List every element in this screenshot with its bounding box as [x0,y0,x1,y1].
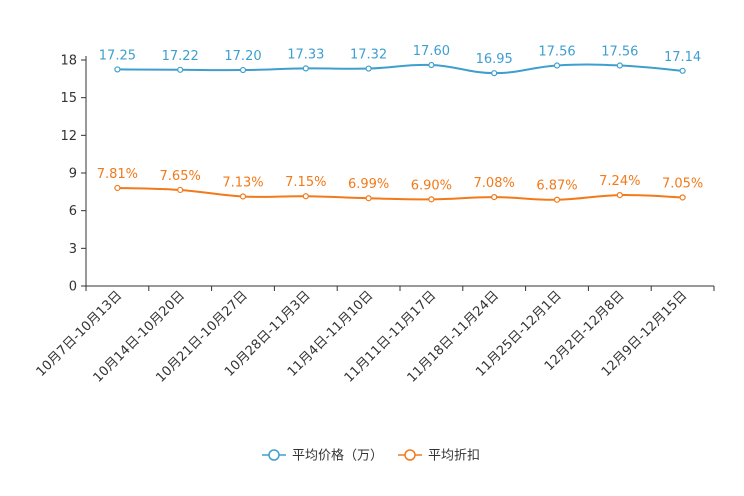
chart-series: 17.25 17.22 17.20 17.33 17.32 17.60 16.95 17.56… [97,44,703,203]
data-label: 17.14 [664,50,701,65]
data-point [616,62,623,69]
data-label: 17.33 [287,47,324,62]
legend-item-average-price[interactable]: 平均价格（万） [262,448,383,464]
series-line [117,63,683,75]
data-point [491,70,498,77]
data-label: 6.90% [411,178,452,193]
data-label: 7.81% [97,167,138,182]
data-label: 17.56 [601,45,638,60]
series-average-discount: 7.81% 7.65% 7.13% 7.15% 6.99% 6.90% 7.08% 6.87%… [97,167,703,203]
data-point [365,195,372,202]
y-tick-label: 3 [69,242,77,257]
data-point [114,184,121,192]
y-tick-label: 15 [60,91,77,106]
data-label: 7.05% [662,176,703,191]
y-tick-label: 12 [60,129,77,144]
y-tick-label: 9 [69,167,77,182]
data-point [491,194,498,201]
data-label: 17.22 [162,49,199,64]
data-label: 17.32 [350,48,387,63]
data-label: 17.56 [538,45,575,60]
data-label: 17.20 [224,49,261,64]
data-point [553,62,561,69]
data-label: 6.87% [536,179,577,194]
data-label: 16.95 [476,52,513,67]
data-point [239,193,247,200]
legend-label: 平均折扣 [428,449,480,464]
data-point [616,191,623,199]
y-tick-label: 0 [69,280,77,295]
data-point [177,186,184,194]
data-point [302,193,309,200]
data-point [553,196,561,203]
legend-marker-icon [268,449,280,461]
data-label: 7.24% [599,174,640,189]
data-point [302,65,309,72]
data-point [114,66,121,73]
data-label: 7.65% [160,169,201,184]
y-tick-label: 18 [60,54,77,69]
data-label: 7.15% [285,175,326,190]
data-point [679,67,686,74]
legend-marker-icon [404,449,416,461]
y-tick-label: 6 [69,204,77,219]
data-label: 17.25 [99,48,136,63]
data-point [239,66,247,74]
data-label: 17.60 [413,44,450,59]
data-point [428,196,435,203]
data-label: 7.13% [222,175,263,190]
legend-label: 平均价格（万） [292,448,383,464]
data-point [679,194,686,201]
chart-axes: 036912151810月7日-10月13日10月14日-10月20日10月21… [34,54,715,386]
data-label: 7.08% [474,176,515,191]
data-point [428,61,435,69]
chart-legend[interactable]: 平均价格（万） 平均折扣 [262,448,480,464]
series-average-price: 17.25 17.22 17.20 17.33 17.32 17.60 16.95 17.56… [99,44,701,77]
data-point [365,65,372,72]
data-point [177,66,184,73]
series-line [117,186,683,201]
data-label: 6.99% [348,177,389,192]
legend-item-average-discount[interactable]: 平均折扣 [398,449,480,464]
